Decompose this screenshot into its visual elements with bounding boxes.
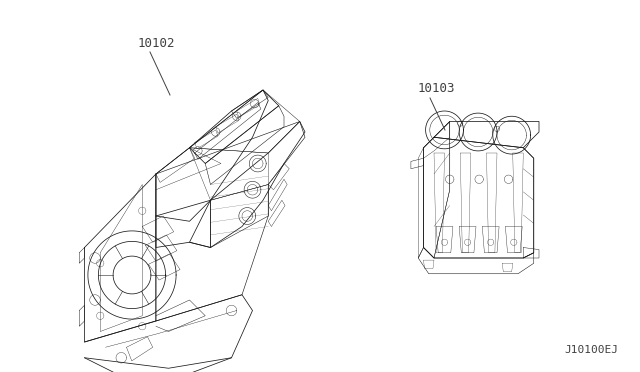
Text: J10100EJ: J10100EJ — [564, 345, 618, 355]
Text: 10102: 10102 — [138, 37, 175, 50]
Text: 10103: 10103 — [418, 82, 456, 95]
